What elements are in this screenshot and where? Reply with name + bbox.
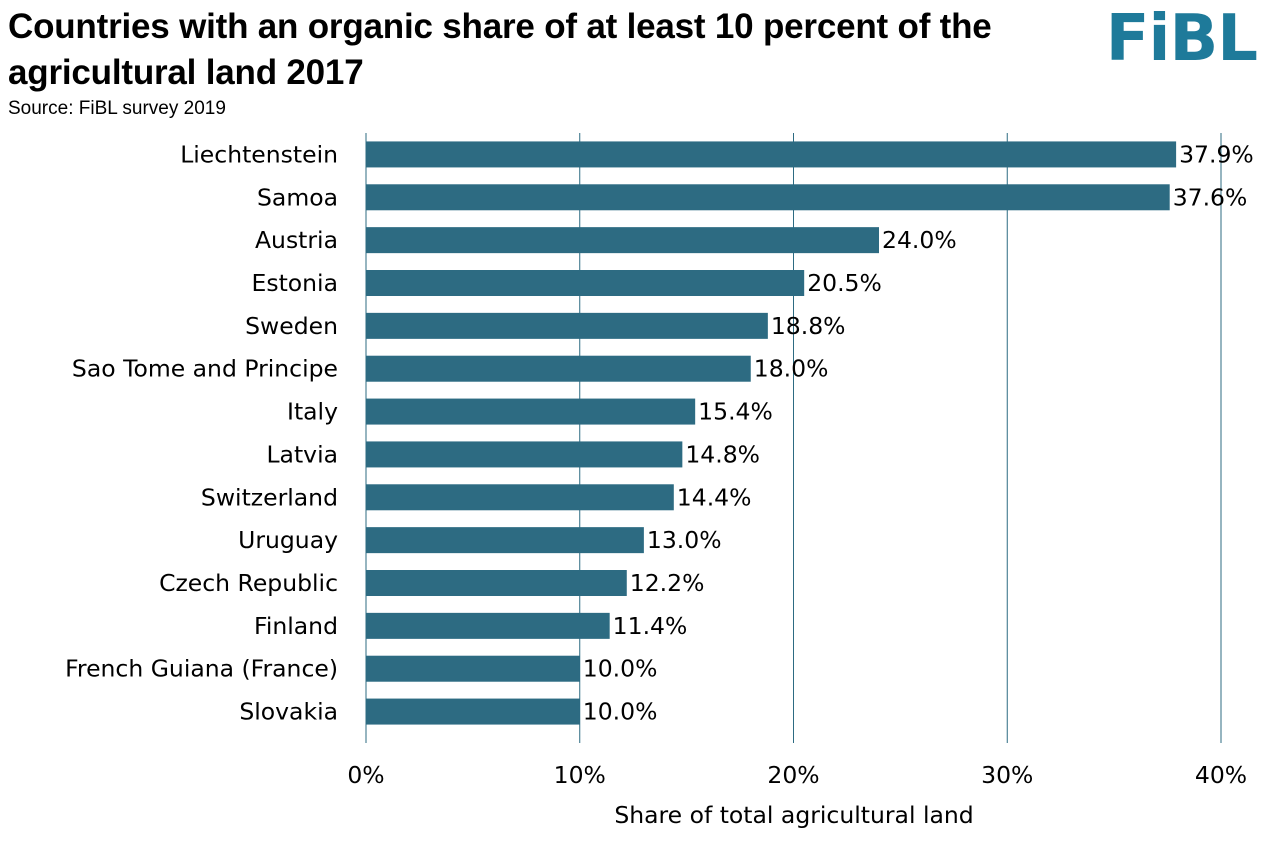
category-label: Slovakia <box>239 698 338 726</box>
data-label: 15.4% <box>698 398 773 426</box>
bar <box>366 227 879 254</box>
bar <box>366 441 683 468</box>
category-label: French Guiana (France) <box>65 655 338 683</box>
bar <box>366 527 644 554</box>
data-label: 14.4% <box>677 483 752 511</box>
bar <box>366 270 805 296</box>
data-label: 11.4% <box>613 612 688 640</box>
category-label: Sweden <box>245 312 338 340</box>
bar <box>366 355 751 382</box>
category-label: Switzerland <box>201 483 338 511</box>
bar <box>366 312 768 339</box>
x-axis-ticks: 0% 10% 20% 30% 40% <box>347 761 1247 789</box>
bars <box>366 141 1177 725</box>
bar <box>366 698 580 725</box>
bar <box>366 570 627 596</box>
bar <box>366 612 610 639</box>
category-label: Samoa <box>257 183 338 211</box>
category-label: Estonia <box>251 269 338 297</box>
x-tick-label: 10% <box>554 761 606 789</box>
data-label: 24.0% <box>882 226 957 254</box>
category-label: Czech Republic <box>159 569 338 597</box>
data-label: 18.0% <box>754 355 829 383</box>
data-label: 10.0% <box>583 655 658 683</box>
category-label: Finland <box>254 612 338 640</box>
x-tick-label: 20% <box>767 761 819 789</box>
data-label: 13.0% <box>647 526 722 554</box>
x-tick-label: 30% <box>981 761 1033 789</box>
bar <box>366 398 696 425</box>
category-labels: Liechtenstein Samoa Austria Estonia Sweden Sa… <box>65 140 338 725</box>
data-label: 18.8% <box>771 312 846 340</box>
category-label: Italy <box>287 398 338 426</box>
bar <box>366 484 674 511</box>
data-label: 20.5% <box>807 269 882 297</box>
fibl-logo: FiBL <box>1105 2 1258 76</box>
bar <box>366 141 1177 168</box>
gridlines <box>365 133 1222 743</box>
category-label: Liechtenstein <box>180 140 338 168</box>
data-label: 14.8% <box>685 440 760 468</box>
chart-title: Countries with an organic share of at le… <box>8 7 992 92</box>
data-label: 37.9% <box>1179 140 1254 168</box>
value-labels: 37.9% 37.6% 24.0%20.5% 18.8% 18.0% 15.4% 14.8%… <box>583 140 1254 725</box>
category-label: Sao Tome and Principe <box>72 355 338 383</box>
x-axis-label: Share of total agricultural land <box>614 801 973 829</box>
x-tick-label: 0% <box>347 761 384 789</box>
bar <box>366 184 1170 211</box>
category-label: Uruguay <box>238 526 338 554</box>
category-label: Latvia <box>266 440 338 468</box>
chart-source: Source: FiBL survey 2019 <box>8 98 226 119</box>
category-label: Austria <box>255 226 338 254</box>
data-label: 12.2% <box>630 569 705 597</box>
data-label: 37.6% <box>1173 183 1248 211</box>
data-label: 10.0% <box>583 698 658 726</box>
bar <box>366 655 580 682</box>
x-tick-label: 40% <box>1195 761 1247 789</box>
